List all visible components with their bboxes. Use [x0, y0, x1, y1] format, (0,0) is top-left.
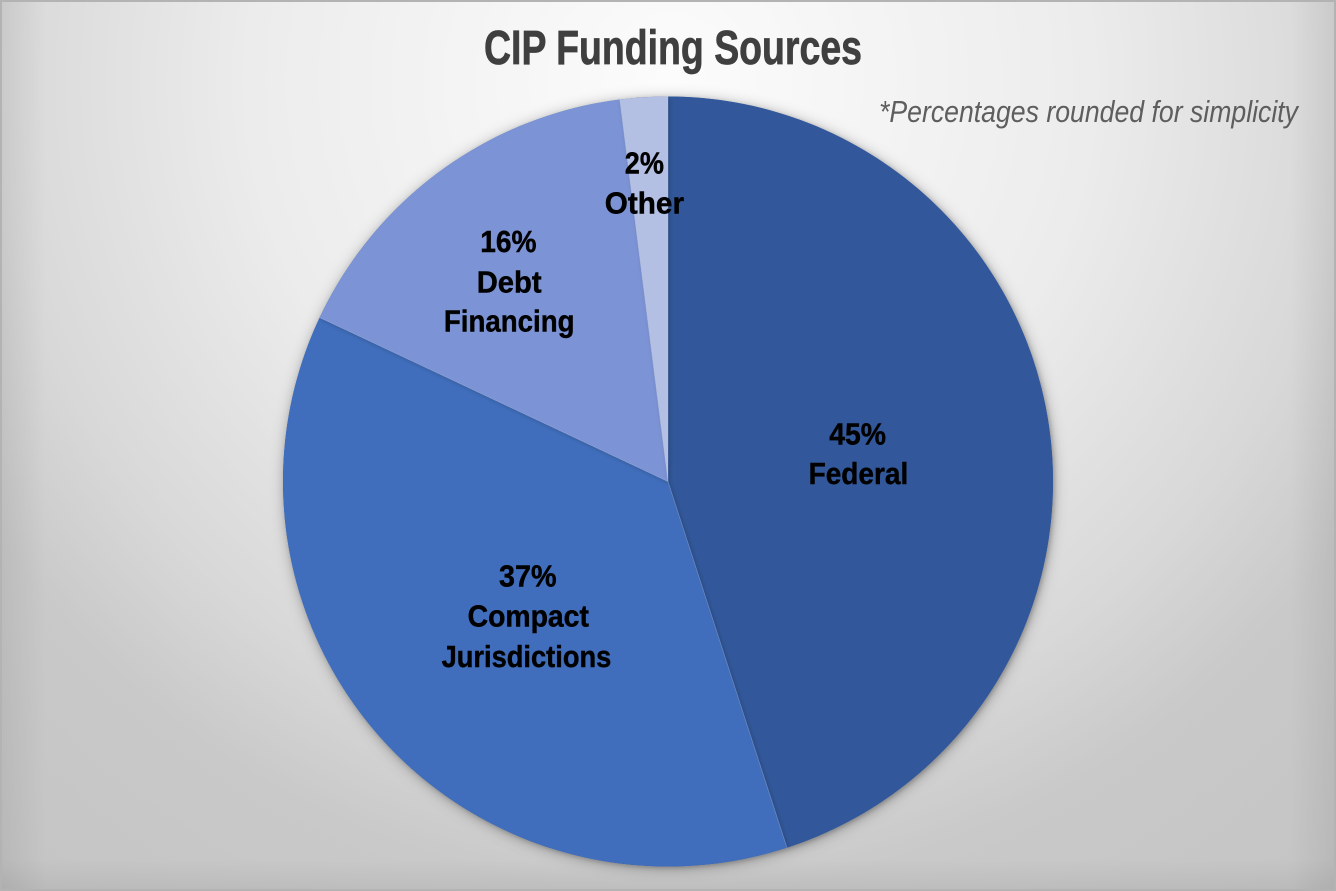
- svg-text:Other: Other: [605, 187, 684, 221]
- svg-text:45%: 45%: [829, 418, 886, 452]
- svg-text:CIP Funding Sources: CIP Funding Sources: [484, 21, 862, 75]
- svg-text:*Percentages rounded for simpl: *Percentages rounded for simplicity: [879, 94, 1300, 129]
- svg-text:2%: 2%: [625, 146, 664, 180]
- svg-text:Federal: Federal: [809, 457, 909, 491]
- svg-text:Financing: Financing: [444, 305, 575, 339]
- svg-text:Debt: Debt: [477, 265, 542, 299]
- svg-text:16%: 16%: [480, 225, 536, 259]
- svg-text:Jurisdictions: Jurisdictions: [442, 640, 612, 674]
- svg-text:37%: 37%: [499, 559, 557, 593]
- svg-text:Compact: Compact: [468, 600, 589, 634]
